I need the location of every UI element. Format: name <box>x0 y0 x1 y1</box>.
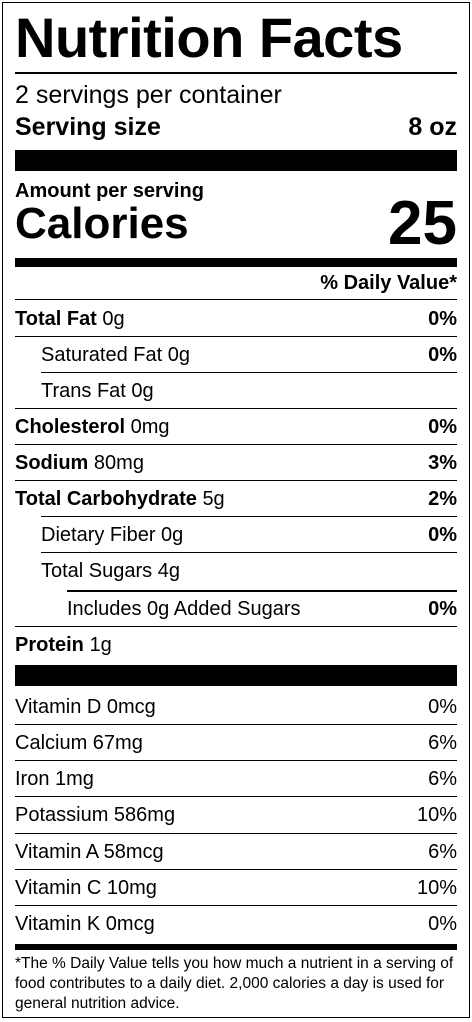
vitamin-row-vitamin-c: Vitamin C 10mg 10% <box>15 870 457 906</box>
vitamin-dv: 6% <box>428 731 457 754</box>
vitamin-text: Vitamin K 0mcg <box>15 912 155 935</box>
footnote: *The % Daily Value tells you how much a … <box>15 955 454 1012</box>
nutrient-row-total-carbohydrate: Total Carbohydrate 5g 2% <box>15 481 457 517</box>
nutrient-row-saturated-fat: Saturated Fat 0g 0% <box>41 337 457 373</box>
nutrient-row-dietary-fiber: Dietary Fiber 0g 0% <box>41 517 457 553</box>
divider-thin <box>41 372 457 373</box>
nutrient-name: Total Carbohydrate <box>15 487 197 510</box>
vitamin-text: Potassium 586mg <box>15 803 176 826</box>
divider-thin <box>15 796 457 797</box>
vitamin-row-potassium: Potassium 586mg 10% <box>15 797 457 833</box>
nutrient-dv: 0% <box>428 343 457 366</box>
vitamin-text: Vitamin C 10mg <box>15 876 157 899</box>
divider-medium <box>15 258 457 267</box>
nutrient-name: Saturated Fat <box>41 343 163 366</box>
nutrient-name: Cholesterol <box>15 415 126 438</box>
nutrient-amount: 0g <box>161 523 184 546</box>
nutrient-name: Dietary Fiber <box>41 523 156 546</box>
divider-thin <box>15 72 457 74</box>
nutrient-dv: 0% <box>428 415 457 438</box>
divider-thick <box>15 665 457 686</box>
divider-thin <box>15 444 457 445</box>
divider-thin <box>67 590 457 592</box>
nutrient-row-total-fat: Total Fat 0g 0% <box>15 301 457 337</box>
nutrient-row-protein: Protein 1g <box>15 627 457 663</box>
divider-thin <box>15 408 457 409</box>
nutrient-name: Protein <box>15 633 84 656</box>
vitamin-dv: 10% <box>416 803 457 826</box>
vitamin-dv: 6% <box>428 840 457 863</box>
vitamin-row-vitamin-k: Vitamin K 0mcg 0% <box>15 906 457 942</box>
vitamin-dv: 10% <box>416 876 457 899</box>
nutrient-amount: 0g <box>167 343 190 366</box>
vitamin-row-vitamin-d: Vitamin D 0mcg 0% <box>15 689 457 725</box>
nutrient-name: Trans Fat <box>41 379 126 402</box>
nutrient-dv: 2% <box>428 487 457 510</box>
nutrient-dv: 0% <box>428 597 457 620</box>
nutrient-amount: 1g <box>89 633 112 656</box>
divider-thin <box>15 480 457 481</box>
vitamin-row-vitamin-a: Vitamin A 58mcg 6% <box>15 834 457 870</box>
divider-thin <box>15 905 457 906</box>
vitamin-dv: 0% <box>428 695 457 718</box>
vitamin-text: Calcium 67mg <box>15 731 143 754</box>
nutrient-row-trans-fat: Trans Fat 0g <box>41 373 457 409</box>
amount-per-serving: Amount per serving <box>15 180 204 202</box>
label-title: Nutrition Facts <box>15 6 403 69</box>
divider-thick <box>15 150 457 171</box>
vitamin-row-calcium: Calcium 67mg 6% <box>15 725 457 761</box>
nutrient-amount: 80mg <box>93 451 144 474</box>
nutrient-name: Total Fat <box>15 307 97 330</box>
nutrient-name: Includes 0g Added Sugars <box>67 597 301 620</box>
nutrient-row-added-sugars: Includes 0g Added Sugars 0% <box>67 591 457 627</box>
divider-thin <box>41 516 457 517</box>
nutrient-amount: 0g <box>131 379 154 402</box>
nutrient-dv: 3% <box>428 451 457 474</box>
servings-per-container: 2 servings per container <box>15 81 282 109</box>
divider-thin <box>41 552 457 553</box>
nutrient-row-cholesterol: Cholesterol 0mg 0% <box>15 409 457 445</box>
vitamin-text: Iron 1mg <box>15 767 94 790</box>
calories-label: Calories <box>15 199 189 248</box>
divider-thin <box>15 833 457 834</box>
nutrient-row-sodium: Sodium 80mg 3% <box>15 445 457 481</box>
divider-thin <box>15 626 457 627</box>
calories-value: 25 <box>388 189 457 258</box>
vitamin-text: Vitamin D 0mcg <box>15 695 156 718</box>
divider-thin <box>15 869 457 870</box>
nutrient-name: Sodium <box>15 451 89 474</box>
serving-size-row: Serving size 8 oz <box>15 111 457 143</box>
nutrient-amount: 4g <box>157 559 180 582</box>
serving-size-value: 8 oz <box>408 113 457 141</box>
divider-medium <box>15 944 457 950</box>
divider-thin <box>15 760 457 761</box>
vitamin-row-iron: Iron 1mg 6% <box>15 761 457 797</box>
nutrient-amount: 0g <box>102 307 125 330</box>
nutrient-dv: 0% <box>428 307 457 330</box>
nutrient-amount: 0mg <box>130 415 170 438</box>
divider-thin <box>15 299 457 300</box>
nutrient-name: Total Sugars <box>41 559 153 582</box>
vitamin-text: Vitamin A 58mcg <box>15 840 164 863</box>
calories-row: Calories 25 <box>15 193 457 255</box>
nutrient-row-total-sugars: Total Sugars 4g <box>41 553 457 589</box>
divider-thin <box>15 724 457 725</box>
vitamin-dv: 0% <box>428 912 457 935</box>
nutrient-amount: 5g <box>202 487 225 510</box>
vitamin-dv: 6% <box>428 767 457 790</box>
daily-value-header: % Daily Value* <box>320 272 457 294</box>
nutrient-dv: 0% <box>428 523 457 546</box>
divider-thin <box>15 336 457 337</box>
serving-size-label: Serving size <box>15 113 161 141</box>
